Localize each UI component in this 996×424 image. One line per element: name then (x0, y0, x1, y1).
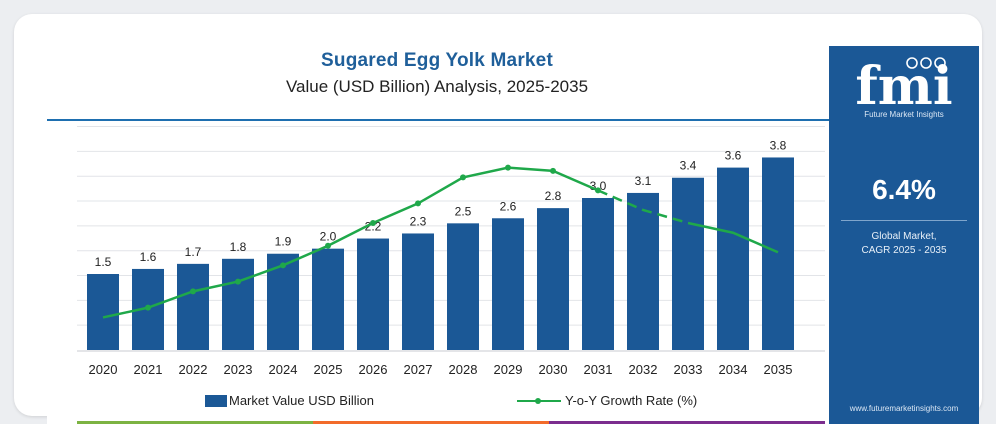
bar-value-label: 2.3 (410, 214, 427, 228)
logo-text: fmi (855, 56, 952, 114)
bar (312, 248, 344, 350)
x-tick-label: 2027 (404, 362, 433, 377)
bar (492, 218, 524, 350)
bar-value-label: 1.7 (185, 245, 202, 259)
bar-value-label: 3.6 (725, 149, 742, 163)
side-panel: fmi Future Market Insights 6.4% Global M… (829, 46, 979, 424)
bar-value-label: 2.5 (455, 204, 472, 218)
bar (762, 157, 794, 350)
growth-point (505, 164, 511, 171)
cagr-label: Global Market, CAGR 2025 - 2035 (839, 230, 969, 258)
bar-value-label: 1.5 (95, 255, 112, 269)
x-tick-label: 2034 (719, 362, 748, 377)
x-tick-label: 2030 (539, 362, 568, 377)
growth-point (280, 262, 286, 269)
growth-point (370, 219, 376, 226)
growth-point (460, 174, 466, 181)
bar (672, 177, 704, 350)
legend-bar-swatch (205, 394, 227, 407)
growth-point (235, 278, 241, 285)
x-tick-label: 2026 (359, 362, 388, 377)
growth-point (595, 187, 601, 194)
bar (177, 263, 209, 350)
growth-line (687, 221, 779, 254)
growth-line-dashed (597, 189, 689, 225)
bar (582, 198, 614, 350)
bar-value-label: 2.2 (365, 220, 382, 234)
x-tick-label: 2029 (494, 362, 523, 377)
bar (402, 233, 434, 350)
growth-point (190, 288, 196, 295)
chart-plot: 1.5 2020 1.6 2021 1.7 2022 1.8 2023 1.9 2024 2.0 20… (77, 126, 825, 377)
logo-dot-icon (920, 57, 932, 69)
bar (717, 167, 749, 350)
title-divider (47, 119, 829, 121)
bar (87, 274, 119, 350)
bar-value-label: 1.9 (275, 235, 292, 249)
legend-item-market-value: Market Value USD Billion (205, 393, 374, 408)
legend-label-growth-rate: Y-o-Y Growth Rate (%) (565, 393, 698, 408)
infographic: Sugared Egg Yolk Market Value (USD Billi… (47, 46, 979, 424)
growth-line (102, 166, 599, 319)
x-tick-label: 2032 (629, 362, 658, 377)
panel-divider (841, 220, 967, 221)
cagr-label-line1: Global Market, (871, 231, 937, 242)
stripe-purple (549, 421, 825, 424)
stripe-green (77, 421, 313, 424)
x-tick-label: 2020 (89, 362, 118, 377)
stripe-orange (313, 421, 549, 424)
bar-value-label: 3.8 (770, 138, 787, 152)
bar (537, 208, 569, 350)
x-tick-label: 2024 (269, 362, 298, 377)
chart-title: Sugared Egg Yolk Market (321, 50, 553, 71)
fmi-logo: fmi (855, 56, 952, 114)
website-link[interactable]: www.futuremarketinsights.com (849, 404, 959, 413)
legend-item-growth-rate: Y-o-Y Growth Rate (%) (517, 393, 697, 408)
bar-value-label: 2.6 (500, 199, 517, 213)
legend-line-swatch (517, 395, 561, 407)
x-tick-label: 2022 (179, 362, 208, 377)
card: Sugared Egg Yolk Market Value (USD Billi… (14, 14, 982, 424)
legend: Market Value USD Billion Y-o-Y Growth Ra… (47, 393, 827, 413)
bar (357, 238, 389, 350)
x-tick-label: 2031 (584, 362, 613, 377)
chart-subtitle: Value (USD Billion) Analysis, 2025-2035 (285, 77, 589, 96)
logo-tagline: Future Market Insights (864, 110, 944, 119)
bar-value-label: 1.8 (230, 240, 247, 254)
bar-value-label: 1.6 (140, 250, 157, 264)
x-tick-label: 2035 (764, 362, 793, 377)
bar-value-label: 2.8 (545, 189, 562, 203)
growth-point (325, 242, 331, 249)
logo-dot-icon (934, 57, 946, 69)
x-tick-label: 2033 (674, 362, 703, 377)
bar (222, 258, 254, 350)
bar-value-label: 3.1 (635, 174, 652, 188)
cagr-value: 6.4% (872, 174, 936, 205)
bar (627, 192, 659, 350)
x-tick-label: 2025 (314, 362, 343, 377)
x-tick-label: 2028 (449, 362, 478, 377)
logo-dot-icon (906, 57, 918, 69)
cagr-label-line2: CAGR 2025 - 2035 (861, 245, 947, 256)
bar-value-label: 2.0 (320, 230, 337, 244)
bar (447, 223, 479, 350)
growth-point (550, 167, 556, 174)
x-tick-label: 2021 (134, 362, 163, 377)
legend-label-market-value: Market Value USD Billion (229, 393, 374, 408)
growth-point (145, 304, 151, 311)
growth-point (415, 200, 421, 207)
x-tick-label: 2023 (224, 362, 253, 377)
bar-value-label: 3.4 (680, 159, 697, 173)
